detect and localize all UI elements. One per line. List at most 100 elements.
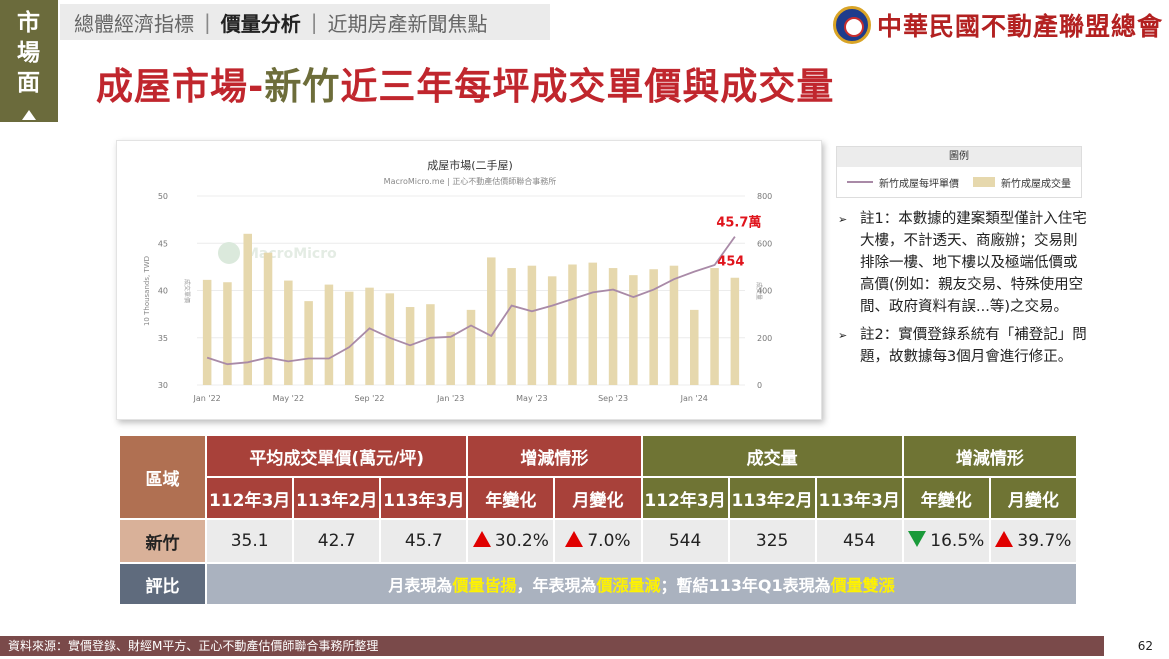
x-tick: Jan '22 — [193, 394, 221, 403]
triangle-down-icon — [908, 531, 927, 547]
cell-volume-yoy: 16.5% — [901, 518, 991, 564]
top-nav: 總體經濟指標 | 價量分析 | 近期房產新聞焦點 — [60, 4, 550, 40]
chart-panel: 成屋市場(二手屋) MacroMicro.me | 正心不動產估價師聯合事務所 30… — [116, 140, 822, 420]
header-price-change: 增減情形 — [466, 434, 643, 478]
nav-item-news[interactable]: 近期房產新聞焦點 — [327, 11, 488, 36]
table-row: 新竹 35.1 42.7 45.7 30.2% 7.0% 544 325 454… — [117, 518, 1079, 564]
bar — [608, 268, 618, 385]
bar — [649, 269, 658, 385]
summary-text: ；暫結113年Q1表現為 — [660, 576, 831, 595]
y-tick-right: 800 — [757, 192, 772, 201]
price-yoy-value: 30.2% — [494, 531, 549, 551]
subheader: 年變化 — [901, 476, 991, 520]
arrow-right-icon: ➢ — [838, 329, 848, 342]
cell-price: 35.1 — [205, 518, 295, 564]
y-tick-right: 0 — [757, 381, 762, 390]
y-tick-left: 50 — [158, 192, 168, 201]
side-tab-label: 市場面 — [17, 10, 41, 96]
y-tick-left: 45 — [158, 239, 168, 248]
x-tick: Sep '23 — [598, 394, 628, 403]
bar — [344, 291, 354, 385]
triangle-up-icon — [995, 531, 1014, 547]
nav-item-price-volume[interactable]: 價量分析 — [220, 11, 301, 36]
subheader: 113年3月 — [814, 476, 904, 520]
cell-price: 42.7 — [292, 518, 382, 564]
bar — [527, 265, 537, 385]
triangle-up-icon — [472, 531, 491, 547]
cell-volume: 544 — [640, 518, 730, 564]
summary-highlight: 價量雙漲 — [830, 576, 895, 595]
arrow-right-icon: ➢ — [838, 213, 848, 226]
y-axis-label-left: 10 Thousands, TWD — [143, 256, 151, 326]
logo: 中華民國不動產聯盟總會 — [832, 6, 1163, 44]
eval-label: 評比 — [117, 562, 208, 606]
nav-divider: | — [310, 10, 318, 34]
side-tab[interactable]: 市場面 — [0, 0, 58, 122]
summary-text: ，年表現為 — [516, 576, 597, 595]
bar — [263, 252, 273, 385]
bar — [710, 268, 719, 385]
bar — [284, 280, 293, 385]
title-part-2: 近三年每坪成交單價與成交量 — [340, 65, 835, 108]
cell-price: 45.7 — [379, 518, 469, 564]
bar — [669, 265, 679, 385]
bar — [446, 331, 455, 385]
summary-text: 月表現為 — [388, 576, 453, 595]
header-volume-change: 增減情形 — [901, 434, 1079, 478]
cell-price-mom: 7.0% — [553, 518, 643, 564]
chart: 成屋市場(二手屋) MacroMicro.me | 正心不動產估價師聯合事務所 30… — [143, 158, 772, 403]
footer-source: 資料來源：實價登錄、財經M平方、正心不動產估價師聯合事務所整理 — [0, 636, 1104, 656]
bar — [243, 233, 253, 385]
y-tick-left: 30 — [158, 381, 168, 390]
bar — [588, 262, 598, 385]
subheader: 112年3月 — [640, 476, 730, 520]
triangle-up-icon — [565, 531, 584, 547]
bar — [304, 301, 313, 385]
chart-subtitle: MacroMicro.me | 正心不動產估價師聯合事務所 — [384, 176, 557, 186]
subheader: 月變化 — [988, 476, 1079, 520]
volume-yoy-value: 16.5% — [930, 531, 985, 551]
legend-line-swatch — [847, 181, 873, 183]
bar — [223, 282, 232, 385]
title-part-city: 新竹 — [264, 65, 341, 108]
header-area: 區域 — [117, 434, 208, 520]
header-price: 平均成交單價(萬元/坪) — [205, 434, 469, 478]
y-axis-label-left-inner: 成交單價 — [183, 279, 191, 303]
logo-text: 中華民國不動產聯盟總會 — [876, 12, 1163, 41]
nav-item-macro[interactable]: 總體經濟指標 — [74, 11, 194, 36]
annotation-price: 45.7萬 — [716, 215, 761, 231]
notes: ➢ 註1：本數據的建案類型僅計入住宅大樓，不計透天、商廠辦；交易則排除一樓、地下… — [838, 208, 1088, 374]
bar — [426, 304, 435, 385]
eval-summary: 月表現為價量皆揚，年表現為價漲量減；暫結113年Q1表現為價量雙漲 — [205, 562, 1078, 606]
subheader: 月變化 — [553, 476, 643, 520]
logo-seal-icon — [832, 6, 871, 44]
volume-mom-value: 39.7% — [1017, 531, 1072, 551]
subheader: 113年3月 — [379, 476, 469, 520]
row-area: 新竹 — [117, 518, 208, 564]
annotation-volume: 454 — [717, 255, 744, 270]
bar — [689, 309, 699, 385]
y-tick-left: 35 — [158, 334, 168, 343]
y-axis-label-right: 成交量 — [755, 282, 763, 300]
price-line — [206, 236, 736, 366]
legend-bar-swatch — [973, 177, 995, 187]
x-tick: Sep '22 — [355, 394, 385, 403]
bar — [547, 276, 557, 385]
x-tick: May '22 — [273, 394, 304, 403]
header-volume: 成交量 — [640, 434, 904, 478]
y-tick-right: 400 — [757, 287, 772, 296]
legend-title: 圖例 — [837, 147, 1081, 167]
watermark-logo-icon — [218, 242, 240, 264]
cell-volume: 325 — [727, 518, 817, 564]
cell-volume: 454 — [814, 518, 904, 564]
bar — [730, 277, 740, 385]
title-part-1: 成屋市場- — [96, 65, 265, 108]
table-row-evaluation: 評比 月表現為價量皆揚，年表現為價漲量減；暫結113年Q1表現為價量雙漲 — [117, 562, 1078, 606]
bar — [487, 257, 496, 385]
note-item: ➢ 註1：本數據的建案類型僅計入住宅大樓，不計透天、商廠辦；交易則排除一樓、地下… — [838, 208, 1088, 318]
watermark: MacroMicro — [245, 246, 337, 262]
page-number: 62 — [1137, 639, 1153, 653]
note-item: ➢ 註2：實價登錄系統有「補登記」問題，故數據每3個月會進行修正。 — [838, 324, 1088, 368]
bar — [568, 264, 577, 385]
chart-title: 成屋市場(二手屋) — [427, 158, 513, 172]
